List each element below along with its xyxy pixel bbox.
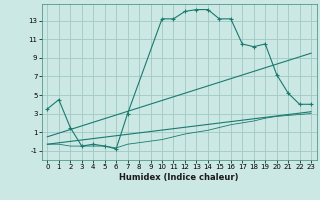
X-axis label: Humidex (Indice chaleur): Humidex (Indice chaleur) (119, 173, 239, 182)
